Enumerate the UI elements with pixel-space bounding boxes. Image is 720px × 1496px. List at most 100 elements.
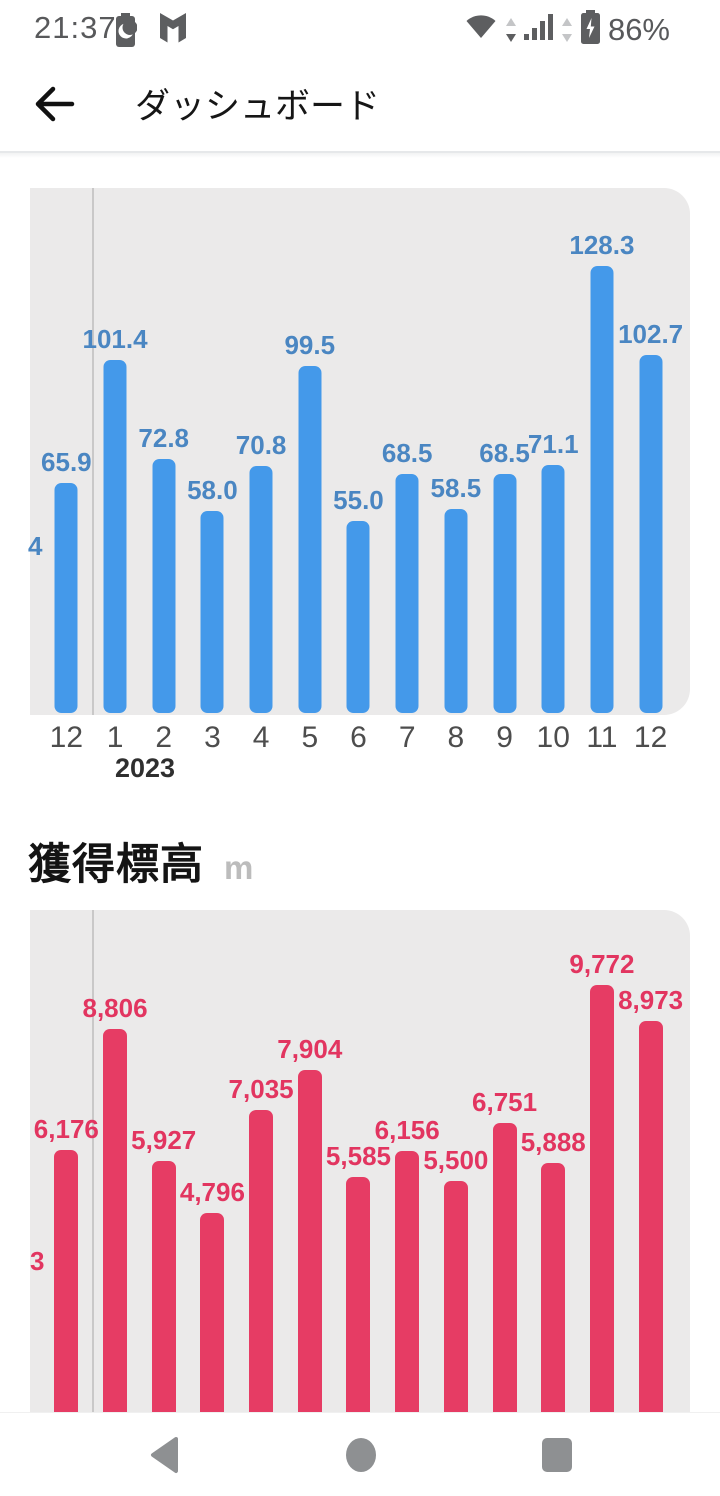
bar-month-2[interactable] [152, 459, 176, 713]
bar-value-label: 7,904 [277, 1034, 343, 1064]
bar-value-label: 70.8 [235, 430, 287, 460]
x-axis-label-5: 5 [301, 721, 319, 754]
chart-top-x-axis: 12 1 2 3 4 5 6 7 8 9 10 11 12 [30, 722, 690, 756]
bar-slot-5: 99.5 [284, 188, 336, 715]
bar-value-label: 58.0 [187, 475, 238, 505]
cellular-signal-icon [523, 12, 554, 47]
x-axis-label-1: 1 [106, 721, 124, 754]
bar-month-7[interactable] [395, 1151, 420, 1412]
bar-slot-9: 6,751 [472, 910, 537, 1412]
bar-slot-10: 5,888 [521, 910, 586, 1412]
bar-month-6[interactable] [346, 521, 370, 713]
chart-top-section: 65.9 101.4 72.8 58.0 70.8 99.5 55.0 68.5 58.5 68.… [0, 188, 720, 798]
bar-value-label: 55.0 [333, 485, 384, 515]
page-title: ダッシュボード [135, 87, 381, 126]
bar-slot-6: 55.0 [333, 188, 384, 715]
section-unit-label: m [224, 849, 254, 886]
bar-month-11[interactable] [589, 985, 614, 1412]
status-bar: 21:37 [0, 0, 720, 56]
bar-month-10[interactable] [541, 1163, 566, 1412]
clipped-bar-value-label: 3 [30, 1246, 45, 1276]
bar-value-label: 6,751 [472, 1087, 538, 1117]
elevation-chart-section: 6,176 8,806 5,927 4,796 7,035 7,904 5,585 6,156… [0, 910, 720, 1412]
bar-value-label: 68.5 [381, 438, 433, 468]
bar-value-label: 4,796 [179, 1177, 245, 1207]
x-axis-label-10: 10 [536, 721, 570, 754]
bar-month-2[interactable] [151, 1161, 176, 1412]
bar-month-6[interactable] [346, 1177, 371, 1412]
bar-value-label: 68.5 [479, 438, 530, 468]
bar-slot-12: 6,176 [34, 910, 99, 1412]
battery-charging-icon [580, 10, 601, 49]
bar-value-label: 6,176 [33, 1114, 99, 1144]
bar-month-7[interactable] [395, 474, 419, 713]
bar-month-12[interactable] [638, 1021, 663, 1412]
x-axis-label-2: 2 [155, 721, 173, 754]
x-axis-label-12: 12 [49, 721, 84, 754]
bar-slot-2: 5,927 [131, 910, 196, 1412]
bar-slot-11: 128.3 [569, 188, 634, 715]
chart-top-plot[interactable]: 65.9 101.4 72.8 58.0 70.8 99.5 55.0 68.5 58.5 68.… [28, 188, 690, 715]
elevation-section-title: 獲得標高 m [28, 830, 253, 892]
elevation-chart-plot[interactable]: 6,176 8,806 5,927 4,796 7,035 7,904 5,585 6,156… [30, 910, 690, 1412]
bar-value-label: 5,585 [325, 1141, 392, 1171]
bar-month-4[interactable] [249, 1110, 274, 1412]
bar-slot-5: 7,904 [277, 910, 342, 1412]
bar-value-label: 7,035 [228, 1074, 294, 1104]
bar-value-label: 8,973 [618, 985, 684, 1015]
bar-value-label: 5,500 [423, 1145, 489, 1175]
nav-recents-icon[interactable] [507, 1413, 607, 1496]
bar-month-1[interactable] [103, 360, 127, 713]
bar-month-3[interactable] [200, 1213, 225, 1412]
android-nav-bar [0, 1412, 720, 1496]
bar-value-label: 5,888 [520, 1127, 586, 1157]
network-activity-arrows-icon [561, 17, 573, 43]
wifi-activity-arrows-icon [505, 17, 517, 43]
back-arrow-icon[interactable] [30, 80, 78, 128]
bar-slot-6: 5,585 [326, 910, 391, 1412]
x-axis-label-4: 4 [252, 721, 270, 754]
bar-month-10[interactable] [541, 465, 565, 713]
x-axis-label-8: 8 [447, 721, 465, 754]
x-axis-label-12: 12 [633, 721, 668, 754]
bar-month-5[interactable] [297, 1070, 322, 1412]
bar-value-label: 9,772 [569, 949, 635, 979]
bar-value-label: 8,806 [82, 993, 148, 1023]
bar-month-5[interactable] [298, 366, 322, 713]
bar-month-1[interactable] [103, 1029, 128, 1412]
bar-month-11[interactable] [590, 266, 614, 713]
bar-month-9[interactable] [493, 474, 517, 713]
bar-month-4[interactable] [249, 466, 273, 713]
x-axis-label-3: 3 [204, 721, 221, 754]
bar-month-8[interactable] [444, 509, 468, 713]
x-axis-year-label: 2023 [114, 753, 176, 783]
bar-value-label: 71.1 [527, 429, 579, 459]
nav-back-icon[interactable] [114, 1413, 214, 1496]
bar-value-label: 102.7 [618, 319, 684, 349]
x-axis-label-6: 6 [350, 721, 367, 754]
bar-value-label: 99.5 [284, 330, 336, 360]
bar-month-9[interactable] [492, 1123, 517, 1412]
bar-month-12[interactable] [639, 355, 663, 713]
bar-month-3[interactable] [200, 511, 224, 713]
battery-saver-icon [114, 13, 138, 52]
bar-slot-10: 71.1 [527, 188, 579, 715]
wifi-icon [464, 12, 498, 47]
bar-slot-12: 8,973 [618, 910, 683, 1412]
bar-value-label: 65.9 [41, 447, 92, 477]
bar-value-label: 101.4 [82, 324, 148, 354]
bar-slot-11: 9,772 [569, 910, 634, 1412]
nav-home-icon[interactable] [311, 1413, 411, 1496]
app-bar-divider [0, 151, 720, 158]
bar-value-label: 5,927 [131, 1125, 197, 1155]
bar-slot-7: 68.5 [381, 188, 433, 715]
bar-month-8[interactable] [443, 1181, 468, 1412]
bar-slot-8: 5,500 [423, 910, 488, 1412]
bar-slot-9: 68.5 [479, 188, 530, 715]
bar-month-12[interactable] [54, 483, 78, 713]
bar-value-label: 128.3 [569, 230, 635, 260]
bar-value-label: 58.5 [430, 473, 482, 503]
bar-month-12[interactable] [54, 1150, 79, 1412]
bar-slot-3: 4,796 [180, 910, 245, 1412]
